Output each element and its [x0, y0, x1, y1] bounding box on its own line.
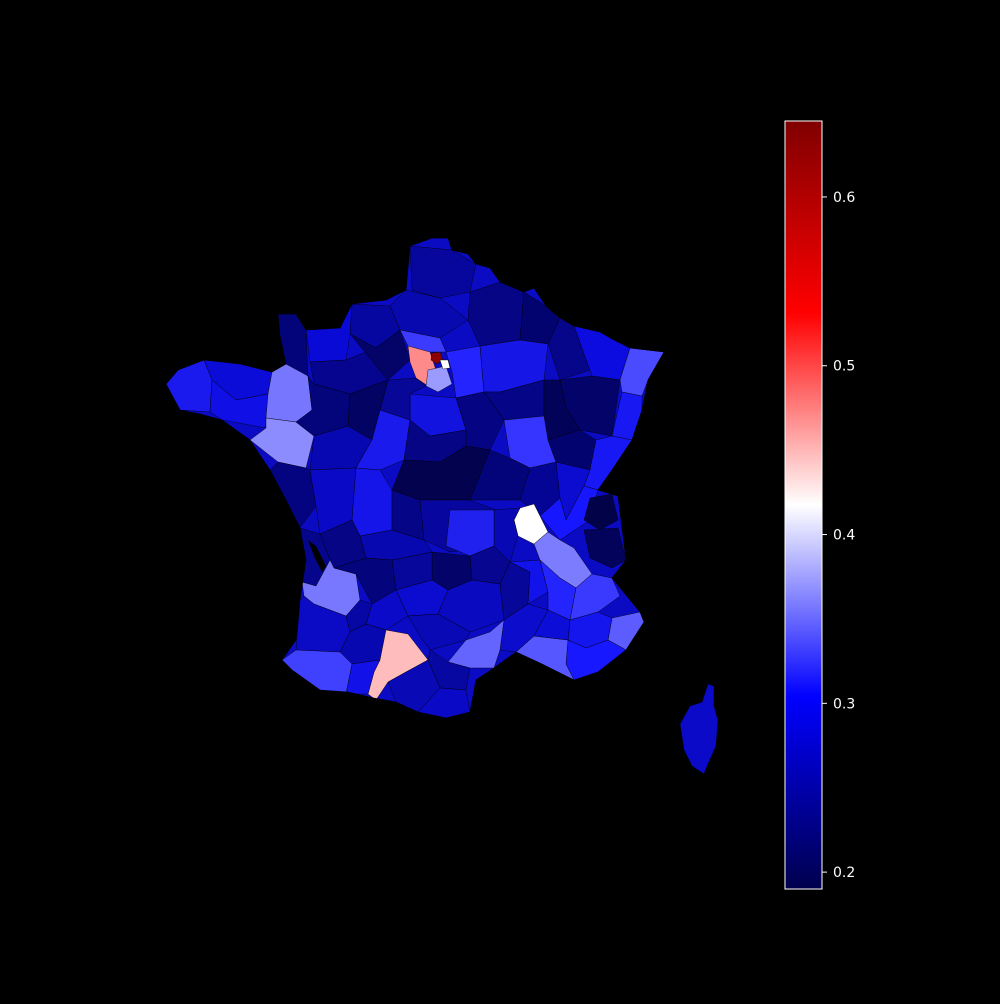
colorbar-ticks: 0.2 0.3 0.4 0.5 0.6	[822, 190, 855, 881]
colorbar-tick-label: 0.2	[833, 865, 855, 881]
region-tarn	[407, 613, 471, 651]
region-aisne	[467, 281, 525, 347]
region-hautes-pyrenees	[345, 659, 381, 695]
region-herault	[447, 619, 505, 669]
region-finistere	[166, 359, 213, 413]
region-haute-savoie	[583, 493, 619, 531]
mainland-outline	[165, 237, 665, 719]
region-ain	[539, 485, 599, 541]
colorbar-gradient	[784, 120, 823, 890]
region-hauts-de-seine	[439, 359, 451, 370]
corsica	[679, 683, 719, 775]
colorbar-tick-label: 0.4	[833, 528, 855, 544]
region-var	[565, 639, 627, 681]
colorbar-tick-label: 0.5	[833, 359, 855, 375]
region-ardeche	[509, 559, 549, 605]
region-calvados	[305, 303, 353, 363]
colorbar-tick-label: 0.6	[833, 190, 855, 206]
france-map	[165, 237, 719, 775]
colorbar: 0.2 0.3 0.4 0.5 0.6	[784, 120, 855, 890]
region-eure	[349, 329, 411, 381]
region-paris-dept	[430, 351, 444, 365]
region-savoie	[583, 527, 627, 569]
gironde-estuary	[308, 540, 326, 572]
colorbar-tick-label: 0.3	[833, 696, 855, 712]
region-val-d-oise	[399, 329, 447, 353]
region-pyrenees-atlantiques	[281, 649, 353, 695]
